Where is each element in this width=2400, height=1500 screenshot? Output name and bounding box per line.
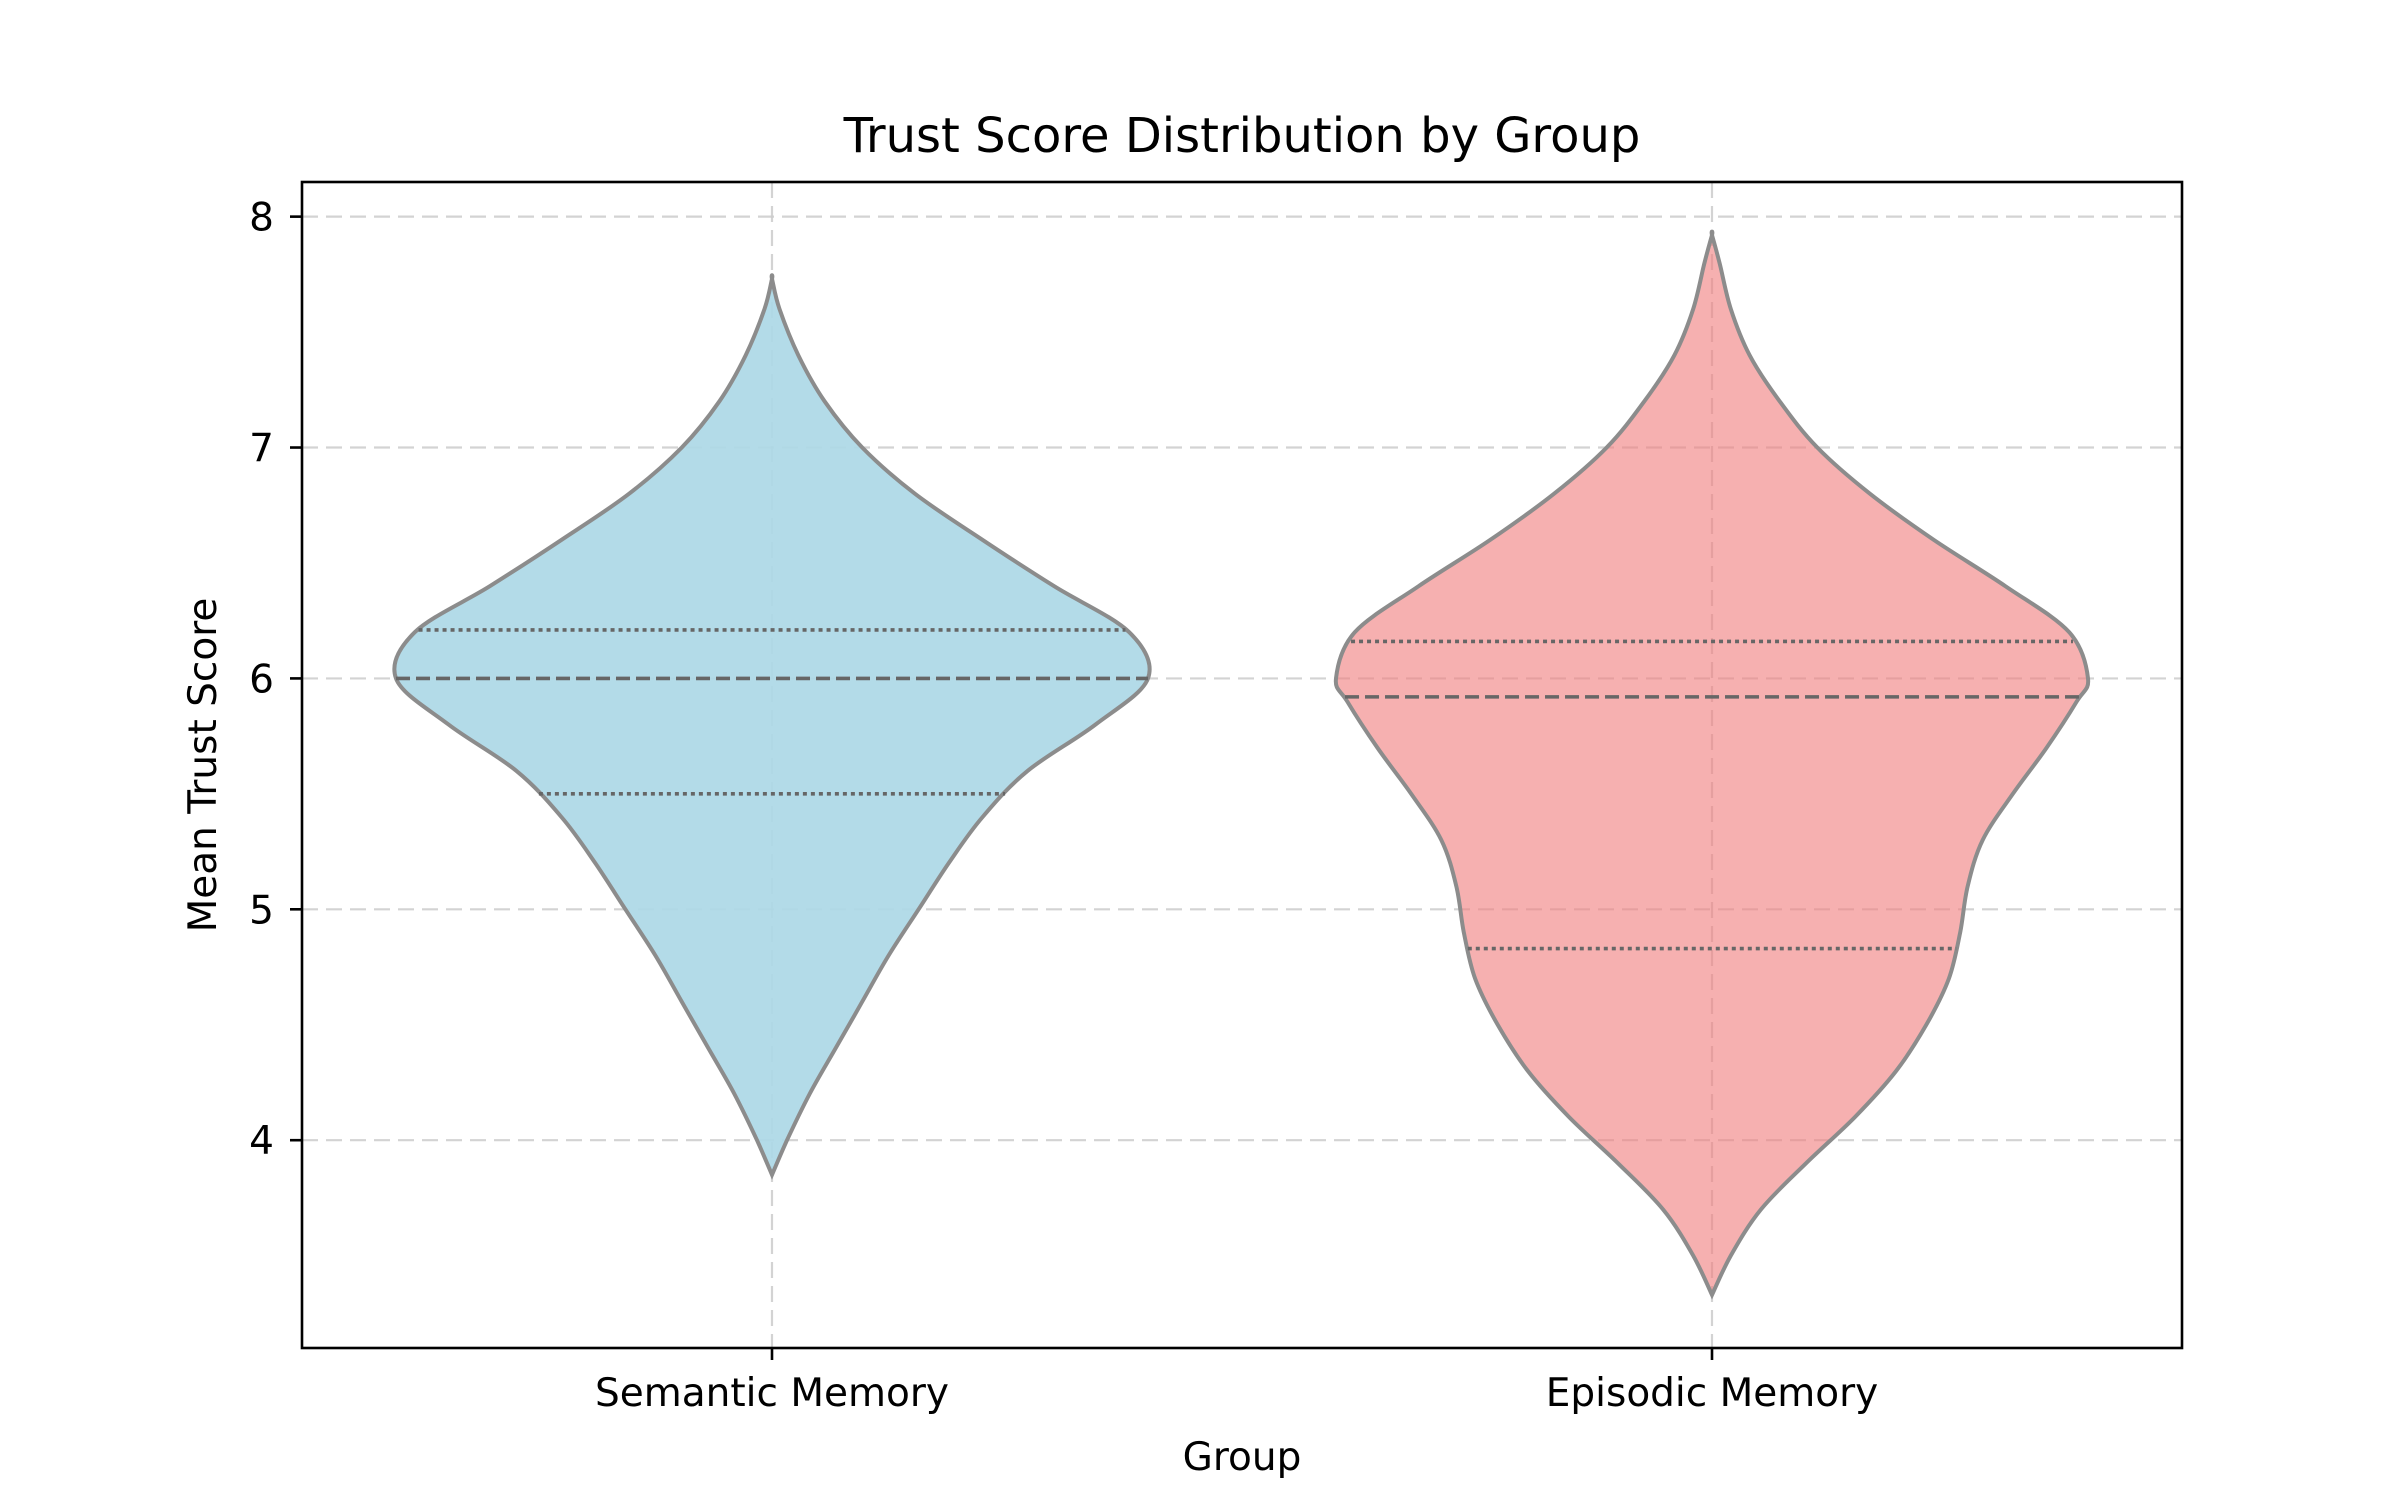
y-tick-label: 6 [249,657,274,702]
chart-title: Trust Score Distribution by Group [843,108,1641,164]
tick-layer: 4 5 6 7 8 Semantic Memory Episodic Memory [249,196,1878,1416]
plot-frame [300,180,2184,1350]
violin-body [392,273,1152,1180]
y-tick-label: 5 [249,888,274,933]
y-axis-label: Mean Trust Score [181,598,226,933]
y-tick-label: 4 [249,1119,274,1164]
x-axis-label: Group [1183,1435,1302,1480]
violin-layer [392,229,2091,1300]
y-tick-label: 8 [249,196,274,241]
x-tick-label: Episodic Memory [1546,1371,1878,1416]
x-tick-label: Semantic Memory [595,1371,949,1416]
violin-body [1333,229,2091,1300]
y-tick-label: 7 [249,427,274,472]
